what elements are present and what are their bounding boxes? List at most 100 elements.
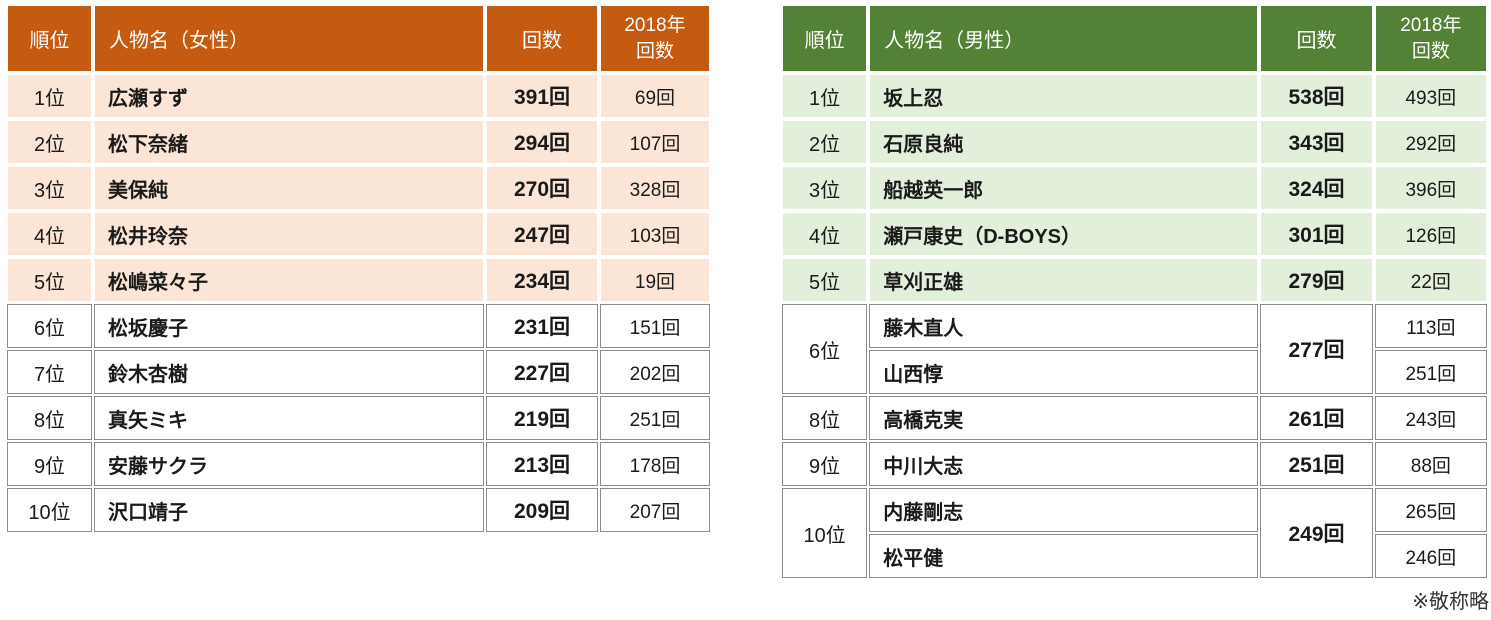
rank-cell: 10位 <box>782 488 868 578</box>
table-row: 3位 船越英一郎 324回 396回 <box>782 166 1487 210</box>
name-cell: 高橋克実 <box>869 396 1259 440</box>
table-row: 8位 高橋克実 261回 243回 <box>782 396 1487 440</box>
women-header-rank: 順位 <box>7 5 92 72</box>
count-2018-cell: 251回 <box>600 396 710 440</box>
name-cell: 草刈正雄 <box>869 258 1259 302</box>
count-2018-cell: 103回 <box>600 212 710 256</box>
count-cell: 249回 <box>1260 488 1373 578</box>
rank-cell: 1位 <box>782 74 868 118</box>
count-2018-cell: 243回 <box>1374 396 1487 440</box>
name-cell: 松下奈緒 <box>94 120 484 164</box>
count-2018-cell: 126回 <box>1374 212 1487 256</box>
count-2018-cell: 178回 <box>600 442 710 486</box>
count-cell: 251回 <box>1260 442 1373 486</box>
name-cell: 坂上忍 <box>869 74 1259 118</box>
name-cell: 船越英一郎 <box>869 166 1259 210</box>
table-row: 9位 安藤サクラ 213回 178回 <box>7 442 710 486</box>
count-2018-cell: 246回 <box>1374 534 1487 578</box>
table-row: 6位 松坂慶子 231回 151回 <box>7 304 710 348</box>
table-row: 1位 坂上忍 538回 493回 <box>782 74 1487 118</box>
men-header-count: 回数 <box>1260 5 1373 72</box>
name-cell: 広瀬すず <box>94 74 484 118</box>
rank-cell: 6位 <box>782 304 868 394</box>
name-cell: 中川大志 <box>869 442 1259 486</box>
rank-cell: 2位 <box>782 120 868 164</box>
name-cell: 松井玲奈 <box>94 212 484 256</box>
count-2018-cell: 292回 <box>1374 120 1487 164</box>
name-cell: 内藤剛志 <box>869 488 1259 532</box>
rank-cell: 9位 <box>7 442 92 486</box>
men-header-2018-count: 2018年 回数 <box>1374 5 1487 72</box>
table-row: 2位 石原良純 343回 292回 <box>782 120 1487 164</box>
count-cell: 391回 <box>486 74 598 118</box>
rank-cell: 8位 <box>7 396 92 440</box>
count-cell: 219回 <box>486 396 598 440</box>
count-cell: 294回 <box>486 120 598 164</box>
name-cell: 松嶋菜々子 <box>94 258 484 302</box>
count-2018-cell: 202回 <box>600 350 710 394</box>
rank-cell: 1位 <box>7 74 92 118</box>
rank-cell: 4位 <box>7 212 92 256</box>
rank-cell: 5位 <box>7 258 92 302</box>
men-ranking-table: 順位 人物名（男性） 回数 2018年 回数 1位 坂上忍 538回 493回 … <box>780 3 1489 580</box>
rank-cell: 2位 <box>7 120 92 164</box>
name-cell: 石原良純 <box>869 120 1259 164</box>
rank-cell: 10位 <box>7 488 92 532</box>
count-2018-cell: 265回 <box>1374 488 1487 532</box>
rank-cell: 3位 <box>782 166 868 210</box>
count-2018-cell: 251回 <box>1374 350 1487 394</box>
rank-cell: 7位 <box>7 350 92 394</box>
table-row: 7位 鈴木杏樹 227回 202回 <box>7 350 710 394</box>
table-row: 4位 松井玲奈 247回 103回 <box>7 212 710 256</box>
count-cell: 277回 <box>1260 304 1373 394</box>
name-cell: 真矢ミキ <box>94 396 484 440</box>
table-row: 4位 瀬戸康史（D-BOYS） 301回 126回 <box>782 212 1487 256</box>
count-2018-cell: 113回 <box>1374 304 1487 348</box>
table-row: 山西惇 251回 <box>782 350 1487 394</box>
rank-cell: 9位 <box>782 442 868 486</box>
count-cell: 231回 <box>486 304 598 348</box>
name-cell: 鈴木杏樹 <box>94 350 484 394</box>
rank-cell: 4位 <box>782 212 868 256</box>
women-header-row: 順位 人物名（女性） 回数 2018年 回数 <box>7 5 710 72</box>
name-cell: 沢口靖子 <box>94 488 484 532</box>
women-header-count: 回数 <box>486 5 598 72</box>
women-header-2018-count: 2018年 回数 <box>600 5 710 72</box>
count-cell: 247回 <box>486 212 598 256</box>
count-cell: 227回 <box>486 350 598 394</box>
name-cell: 藤木直人 <box>869 304 1259 348</box>
count-cell: 209回 <box>486 488 598 532</box>
count-cell: 261回 <box>1260 396 1373 440</box>
table-row: 6位 藤木直人 277回 113回 <box>782 304 1487 394</box>
rank-cell: 8位 <box>782 396 868 440</box>
rank-cell: 6位 <box>7 304 92 348</box>
count-2018-cell: 396回 <box>1374 166 1487 210</box>
table-row: 5位 松嶋菜々子 234回 19回 <box>7 258 710 302</box>
men-header-name: 人物名（男性） <box>869 5 1259 72</box>
table-row: 松平健 246回 <box>782 534 1487 578</box>
name-cell: 松坂慶子 <box>94 304 484 348</box>
count-cell: 279回 <box>1260 258 1373 302</box>
name-cell: 美保純 <box>94 166 484 210</box>
table-row: 10位 内藤剛志 249回 265回 <box>782 488 1487 578</box>
table-row: 8位 真矢ミキ 219回 251回 <box>7 396 710 440</box>
count-cell: 234回 <box>486 258 598 302</box>
count-cell: 301回 <box>1260 212 1373 256</box>
table-row: 2位 松下奈緒 294回 107回 <box>7 120 710 164</box>
rank-cell: 5位 <box>782 258 868 302</box>
honorifics-note: ※敬称略 <box>1412 591 1489 613</box>
count-2018-cell: 69回 <box>600 74 710 118</box>
count-cell: 213回 <box>486 442 598 486</box>
count-cell: 343回 <box>1260 120 1373 164</box>
name-cell: 山西惇 <box>869 350 1259 394</box>
table-row: 10位 沢口靖子 209回 207回 <box>7 488 710 532</box>
count-2018-cell: 328回 <box>600 166 710 210</box>
women-ranking-table: 順位 人物名（女性） 回数 2018年 回数 1位 広瀬すず 391回 69回 … <box>5 3 712 534</box>
name-cell: 松平健 <box>869 534 1259 578</box>
count-2018-cell: 493回 <box>1374 74 1487 118</box>
name-cell: 安藤サクラ <box>94 442 484 486</box>
name-cell: 瀬戸康史（D-BOYS） <box>869 212 1259 256</box>
men-header-rank: 順位 <box>782 5 868 72</box>
count-2018-cell: 22回 <box>1374 258 1487 302</box>
table-row: 1位 広瀬すず 391回 69回 <box>7 74 710 118</box>
